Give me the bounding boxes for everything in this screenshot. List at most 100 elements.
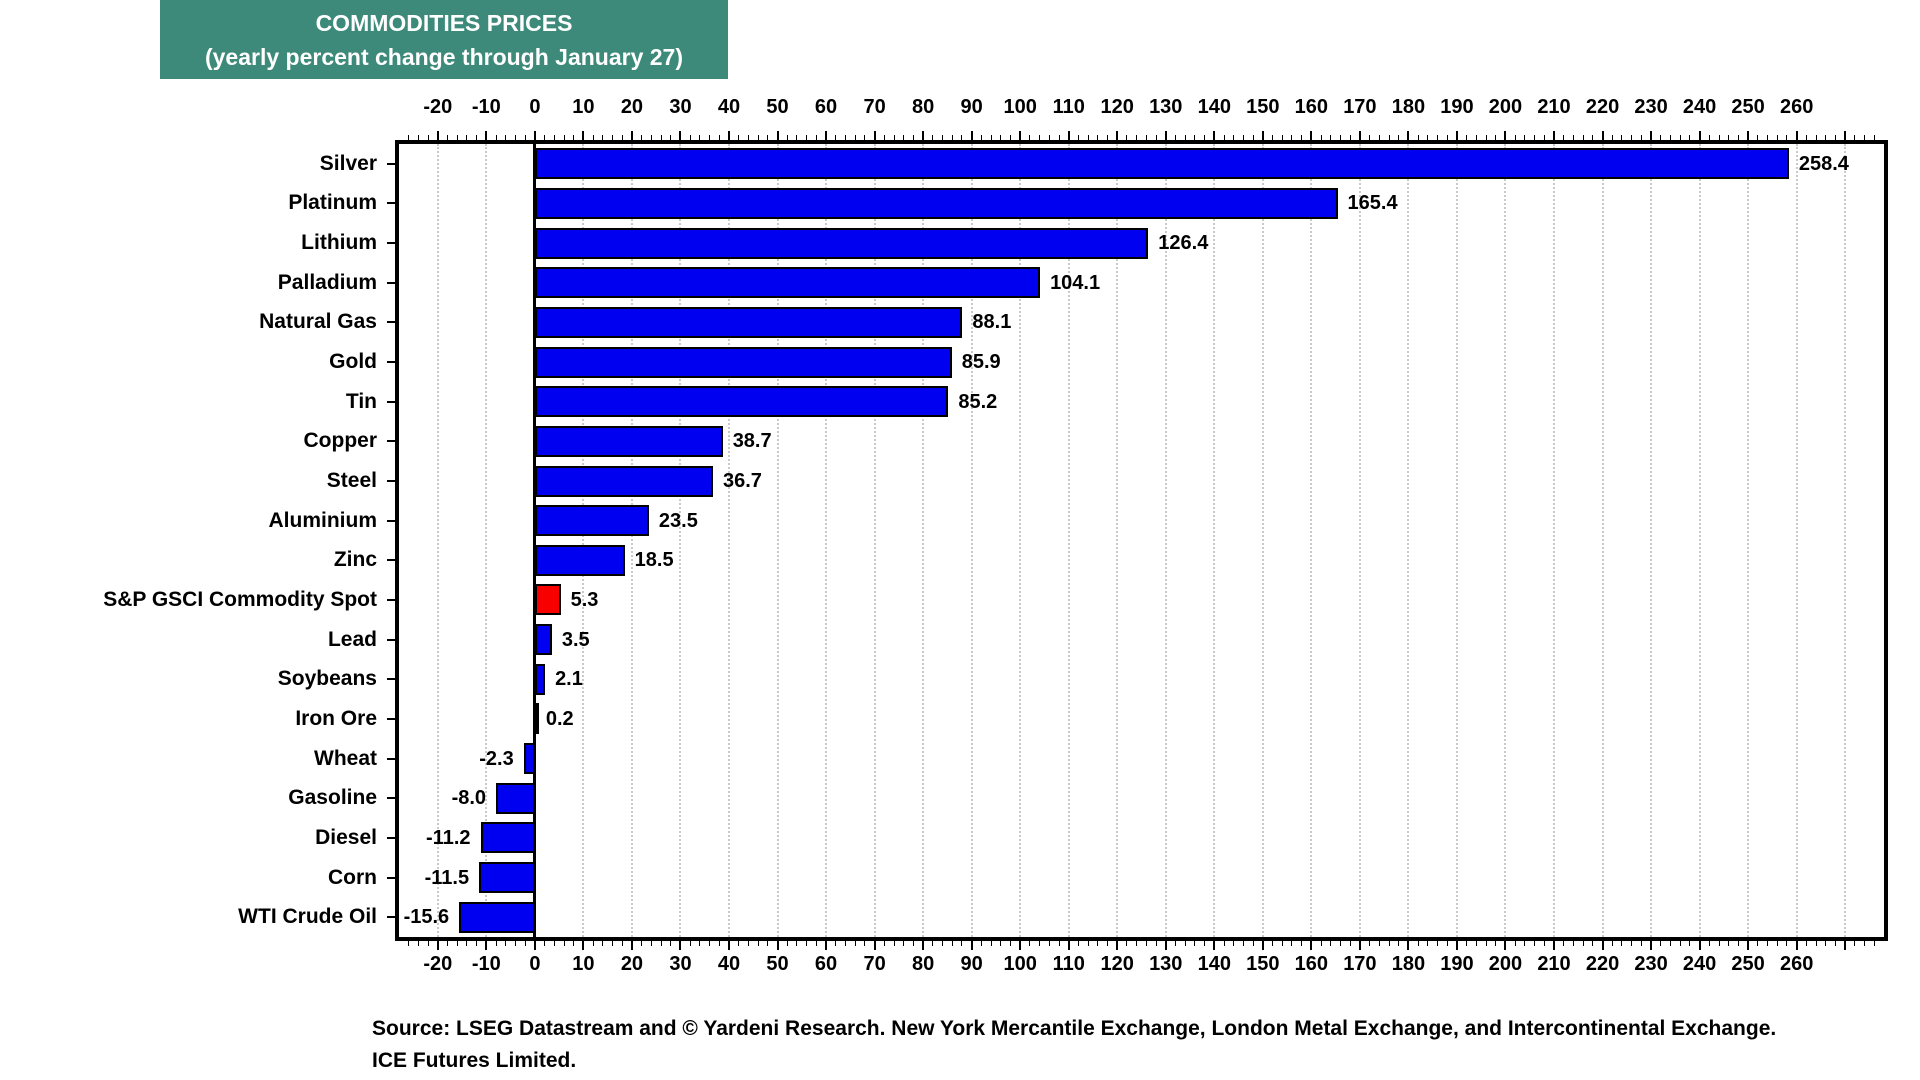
x-tick-label: 200 [1488,953,1523,975]
x-minor-tick [951,941,953,946]
gridline [825,144,828,937]
x-minor-tick [1417,135,1419,140]
x-minor-tick [447,135,449,140]
x-minor-tick [835,135,837,140]
x-minor-tick [1291,135,1293,140]
x-minor-tick [709,941,711,946]
x-minor-tick [1029,941,1031,946]
gridline [1116,144,1119,937]
x-minor-tick [1009,135,1011,140]
x-minor-tick [1087,941,1089,946]
x-minor-tick [689,135,691,140]
x-minor-tick [1611,135,1613,140]
x-minor-tick [1825,941,1827,946]
x-tick-label: -10 [471,96,501,118]
x-minor-tick [417,941,419,946]
x-tick-label: 230 [1634,96,1668,118]
x-axis-top-labels: -20 -10 0 10 20 30 40 50 60 70 80 90 100 110 120 130 140… [0,95,1920,119]
x-minor-tick [1786,135,1788,140]
x-major-tick [776,941,779,950]
value-label: 2.1 [555,668,583,691]
x-major-tick [1455,131,1458,140]
category-label: Corn [328,865,377,889]
x-minor-tick [903,135,905,140]
x-major-tick [1795,941,1798,950]
x-minor-tick [1534,135,1536,140]
x-tick-label: 170 [1343,96,1377,118]
x-tick-label: -10 [471,953,501,975]
bar [534,465,713,497]
category-label: Copper [303,429,378,453]
x-tick-label: 20 [620,953,644,975]
x-tick-label: 20 [620,96,644,118]
x-minor-tick [524,135,526,140]
x-minor-tick [1204,941,1206,946]
category-label: Wheat [314,746,377,770]
x-major-tick [679,941,682,950]
x-major-tick [436,941,439,950]
gridline [1698,144,1701,937]
x-minor-tick [1485,135,1487,140]
x-minor-tick [709,135,711,140]
x-minor-tick [1669,135,1671,140]
x-minor-tick [495,135,497,140]
x-major-tick [533,131,536,140]
x-minor-tick [1339,135,1341,140]
x-minor-tick [650,941,652,946]
x-tick-label: 150 [1246,96,1280,118]
y-axis-tick [387,281,395,284]
x-minor-tick [699,941,701,946]
gridline [485,144,488,937]
category-label: WTI Crude Oil [238,905,377,929]
chart-subtitle: (yearly percent change through January 2… [204,43,684,70]
x-minor-tick [1058,135,1060,140]
x-major-tick [485,941,488,950]
x-minor-tick [990,135,992,140]
x-minor-tick [1107,941,1109,946]
x-minor-tick [738,135,740,140]
x-minor-tick [1388,135,1390,140]
x-minor-tick [621,135,623,140]
x-minor-tick [1369,135,1371,140]
x-minor-tick [447,941,449,946]
value-label: -11.2 [426,826,471,849]
x-minor-tick [1475,941,1477,946]
x-minor-tick [1689,135,1691,140]
x-minor-tick [1543,941,1545,946]
x-minor-tick [1184,941,1186,946]
x-minor-tick [1621,941,1623,946]
x-minor-tick [1864,941,1866,946]
x-tick-label: 90 [960,953,983,975]
x-minor-tick [476,135,478,140]
value-label: 0.2 [545,707,574,730]
x-tick-label: 160 [1294,953,1329,975]
x-minor-tick [1718,135,1720,140]
value-label: 38.7 [732,430,772,453]
x-tick-label: 70 [863,953,886,975]
x-minor-tick [1572,135,1574,140]
x-major-tick [1358,941,1361,950]
x-minor-tick [1446,941,1448,946]
x-tick-label: 40 [717,96,741,118]
x-minor-tick [641,941,643,946]
gridline [1747,144,1750,937]
x-minor-tick [1572,941,1574,946]
x-tick-label: 230 [1634,953,1668,975]
x-major-tick [1844,941,1847,950]
x-minor-tick [612,941,614,946]
y-axis-tick [387,598,395,601]
x-minor-tick [495,941,497,946]
bar [534,703,539,735]
x-minor-tick [427,941,429,946]
x-minor-tick [456,941,458,946]
x-major-tick [1844,131,1847,140]
x-minor-tick [514,941,516,946]
x-minor-tick [1155,135,1157,140]
x-minor-tick [505,135,507,140]
x-minor-tick [796,941,798,946]
category-label: Platinum [288,191,377,215]
x-major-tick [582,131,585,140]
x-minor-tick [1805,941,1807,946]
bar [534,624,552,656]
bar [534,227,1149,259]
